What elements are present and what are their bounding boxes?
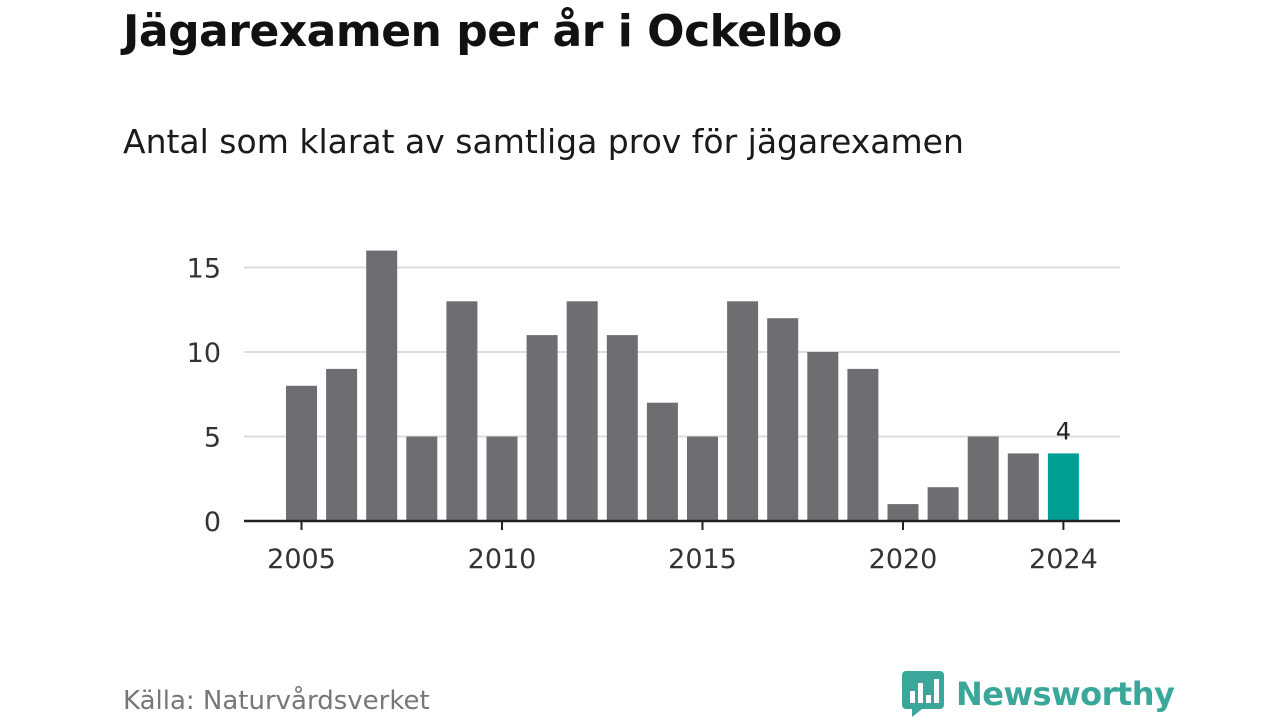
bar xyxy=(887,504,919,521)
bar xyxy=(366,250,398,521)
bar xyxy=(606,335,638,521)
bar xyxy=(646,402,678,521)
y-tick-label: 0 xyxy=(204,507,221,538)
newsworthy-logo-icon xyxy=(902,671,944,717)
chart-subtitle: Antal som klarat av samtliga prov för jä… xyxy=(123,122,964,161)
y-tick-label: 10 xyxy=(187,338,221,369)
bar-highlight xyxy=(1047,453,1079,521)
x-tick-label: 2024 xyxy=(1029,544,1098,575)
x-tick-label: 2020 xyxy=(869,544,938,575)
bar xyxy=(486,436,518,521)
bar xyxy=(446,301,478,521)
bar xyxy=(687,436,718,521)
newsworthy-brand: Newsworthy xyxy=(902,670,1175,718)
source-note: Källa: Naturvårdsverket xyxy=(123,686,430,716)
bar xyxy=(526,335,558,521)
y-tick-label: 15 xyxy=(187,254,221,285)
chart-title: Jägarexamen per år i Ockelbo xyxy=(123,6,842,57)
x-tick-label: 2015 xyxy=(668,544,737,575)
brand-name: Newsworthy xyxy=(956,675,1175,713)
bar-chart: 0 5 10 15 4 2005 2010 2015 2020 2024 xyxy=(187,250,1120,575)
bar xyxy=(807,352,839,521)
bar xyxy=(286,385,317,521)
data-label: 4 xyxy=(1056,417,1071,445)
bar xyxy=(566,301,598,521)
x-tick-label: 2010 xyxy=(468,544,537,575)
bar xyxy=(406,436,438,521)
bar xyxy=(967,436,999,521)
x-tick-label: 2005 xyxy=(267,544,336,575)
bar xyxy=(767,318,799,521)
y-tick-label: 5 xyxy=(204,423,221,454)
bar xyxy=(326,368,358,521)
bar xyxy=(847,368,879,521)
bar xyxy=(727,301,759,521)
bar xyxy=(1007,453,1039,521)
bar xyxy=(927,487,959,521)
